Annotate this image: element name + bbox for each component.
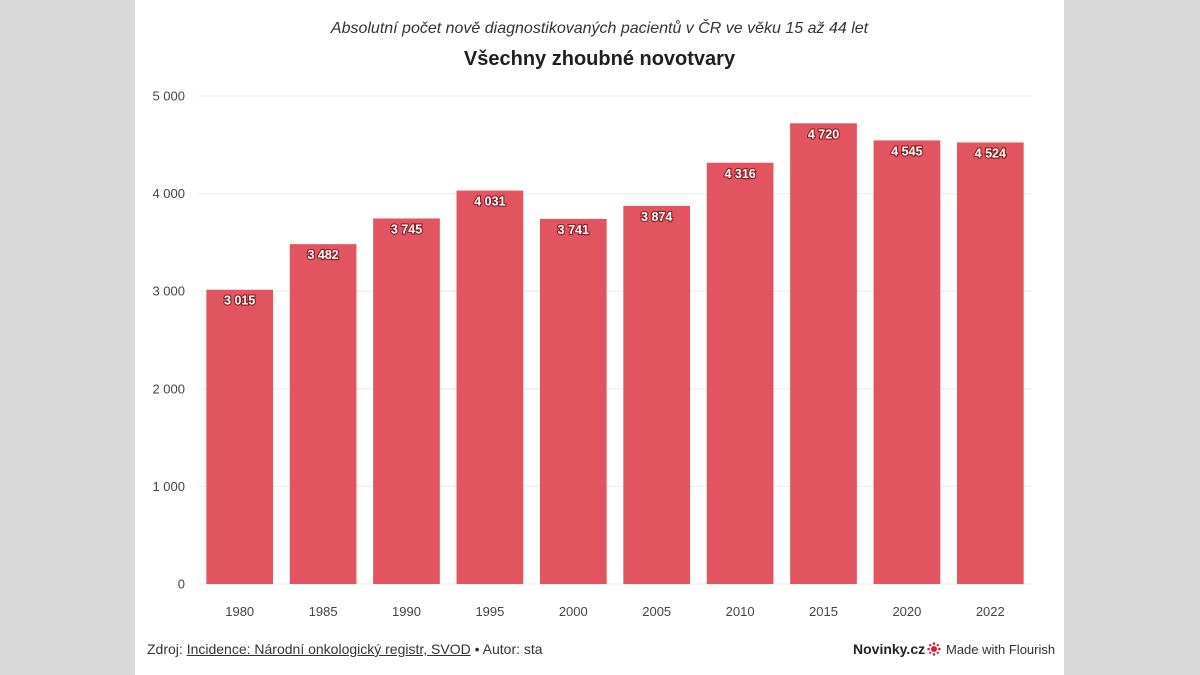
- x-tick-label: 2005: [642, 604, 671, 619]
- data-label-2022: 4 524: [975, 146, 1006, 160]
- author-text: Autor: sta: [482, 641, 543, 657]
- x-tick-label: 1995: [475, 604, 504, 619]
- bar-1990[interactable]: [373, 218, 440, 584]
- y-tick-label: 2 000: [152, 381, 185, 396]
- flourish-credit[interactable]: Made with Flourish: [927, 640, 1055, 658]
- data-label-1995: 4 031: [474, 195, 505, 209]
- bar-2020[interactable]: [873, 140, 941, 584]
- data-label-1990: 3 745: [391, 222, 422, 236]
- footer-separator: •: [474, 641, 480, 657]
- flourish-label: Made with Flourish: [946, 641, 1056, 657]
- x-axis: 1980 1985 1990 1995 2000 2005 2010 2015 2020 2022: [225, 604, 1005, 619]
- data-label-2005: 3 874: [641, 210, 672, 224]
- novinky-brand[interactable]: Novinky.cz: [853, 641, 926, 657]
- bar-1980[interactable]: [206, 289, 274, 584]
- y-axis: 0 1 000 2 000 3 000 4 000 5 000: [152, 89, 185, 592]
- y-tick-label: 0: [178, 577, 185, 592]
- bar-1985[interactable]: [289, 244, 357, 584]
- x-tick-label: 1980: [225, 604, 254, 619]
- bar-2000[interactable]: [539, 218, 607, 584]
- data-label-1985: 3 482: [307, 248, 338, 262]
- bar-2010[interactable]: [706, 162, 774, 584]
- bar-2005[interactable]: [623, 205, 691, 585]
- y-tick-label: 4 000: [152, 186, 185, 201]
- x-tick-label: 1985: [309, 604, 338, 619]
- chart-title: Všechny zhoubné novotvary: [463, 48, 736, 70]
- y-tick-label: 5 000: [152, 89, 185, 104]
- y-tick-label: 1 000: [152, 479, 185, 494]
- x-tick-label: 2022: [976, 604, 1005, 619]
- data-labels: 3 015 3 482 3 745 4 031 3 741 3 874 4 316 4 720…: [223, 126, 1007, 309]
- data-label-2015: 4 720: [808, 127, 839, 141]
- source-footer: Zdroj: Incidence: Národní onkologický re…: [147, 641, 543, 657]
- data-label-1980: 3 015: [224, 294, 255, 308]
- data-label-2000: 3 741: [558, 223, 589, 237]
- source-prefix: Zdroj:: [147, 641, 183, 657]
- x-tick-label: 1990: [392, 604, 421, 619]
- bar-2015[interactable]: [790, 123, 857, 584]
- data-label-2020: 4 545: [891, 144, 922, 158]
- y-tick-label: 3 000: [152, 284, 185, 299]
- bar-1995[interactable]: [456, 190, 524, 584]
- x-tick-label: 2015: [809, 604, 838, 619]
- bar-chart: 0 1 000 2 000 3 000 4 000 5 000 3 015 3 482 3 7…: [152, 89, 1032, 619]
- bars: [206, 123, 1024, 585]
- x-tick-label: 2020: [892, 604, 921, 619]
- x-tick-label: 2000: [559, 604, 588, 619]
- source-link[interactable]: Incidence: Národní onkologický registr, …: [186, 641, 471, 657]
- data-label-2010: 4 316: [724, 167, 755, 181]
- chart-card: Absolutní počet nově diagnostikovaných p…: [135, 0, 1064, 675]
- bar-2022[interactable]: [956, 142, 1024, 585]
- chart-subtitle: Absolutní počet nově diagnostikovaných p…: [330, 20, 869, 37]
- x-tick-label: 2010: [726, 604, 755, 619]
- flourish-icon: [927, 642, 941, 656]
